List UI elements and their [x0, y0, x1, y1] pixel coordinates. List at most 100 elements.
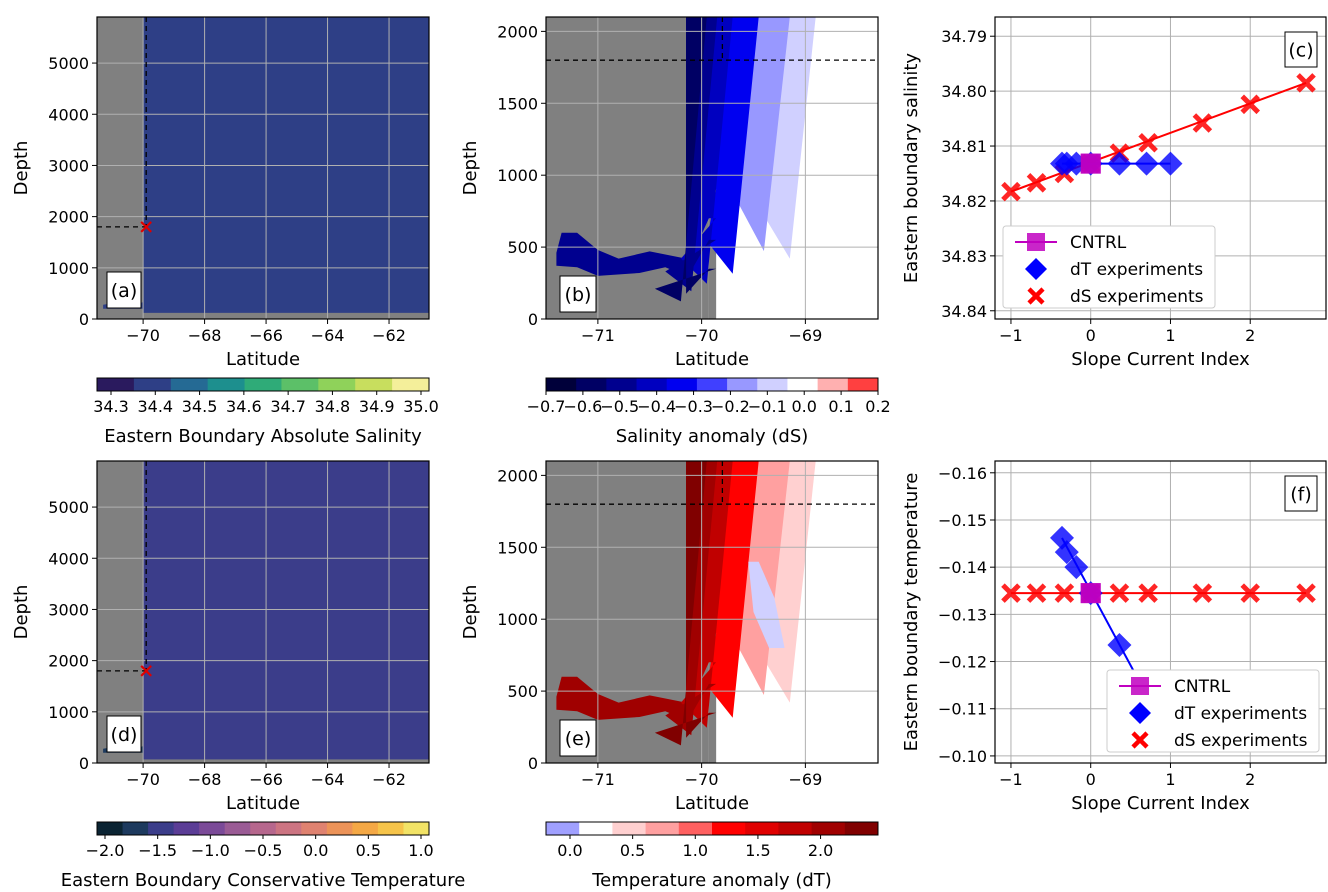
colorbar-tick-label: −2.0: [86, 841, 125, 860]
data-point-x: [1192, 583, 1213, 603]
colorbar-swatch: [133, 378, 172, 391]
panel-label-box: [106, 715, 142, 753]
colorbar-swatch: [352, 822, 379, 835]
legend-label: dT experiments: [1174, 704, 1307, 724]
salinity-surface-fresh: [143, 17, 429, 313]
colorbar-tick-label: −0.1: [748, 397, 787, 416]
y-tick-label: 34.81: [941, 137, 987, 156]
y-tick-label: 0: [528, 310, 538, 329]
y-tick-label: −0.12: [938, 653, 987, 672]
colorbar-swatch: [645, 822, 680, 835]
data-point-diamond: [1158, 151, 1183, 176]
colorbar-tick-label: 0.0: [791, 397, 816, 416]
y-tick-label: 1000: [497, 610, 538, 629]
colorbar-label: Eastern Boundary Conservative Temperatur…: [61, 870, 466, 891]
data-point-x: [1054, 583, 1075, 603]
x-axis-label: Latitude: [226, 349, 300, 370]
data-point-x: [1138, 132, 1158, 153]
colorbar-tick-label: 1.0: [683, 841, 708, 860]
data-point-diamond: [1054, 540, 1079, 565]
x-tick-label: −1: [999, 770, 1023, 789]
legend-box: [1002, 225, 1216, 309]
colorbar-swatch: [355, 378, 393, 391]
y-tick-label: 34.79: [941, 27, 987, 46]
data-point-diamond: [1134, 151, 1159, 176]
x-tick-label: −62: [372, 770, 406, 789]
y-tick-label: 2000: [48, 208, 89, 227]
panel-label: (e): [565, 728, 592, 750]
panel-label: (a): [111, 280, 137, 302]
data-point-x: [1109, 583, 1130, 603]
anomaly-shelf-pocket: [556, 676, 687, 720]
x-tick-label: 1: [1165, 326, 1175, 345]
panel-c: −1 0 1 2 34.79 34.80 34.81 34.82 34.83 34.84 Slope…: [901, 16, 1327, 370]
colorbar-tick-label: 1.5: [745, 841, 770, 860]
x-tick-label: −68: [188, 326, 222, 345]
colorbar-swatch: [326, 822, 353, 835]
x-tick-label: −70: [685, 326, 719, 345]
x-tick-label: −64: [311, 770, 345, 789]
colorbar-tick-label: 1.0: [408, 841, 433, 860]
colorbar-swatch: [678, 822, 713, 835]
legend-diamond: [1129, 702, 1151, 724]
plot-frame: [545, 16, 879, 320]
colorbar-swatch: [847, 378, 879, 391]
y-tick-label: 2000: [497, 466, 538, 485]
cntrl-point: [1080, 583, 1101, 604]
colorbar-tick-label: −0.6: [563, 397, 602, 416]
x-axis-label: Latitude: [226, 793, 300, 814]
y-tick-label: 4000: [48, 549, 89, 568]
colorbar-tick-label: 0.5: [356, 841, 381, 860]
x-tick-label: −70: [126, 326, 160, 345]
legend-x: [1131, 731, 1149, 749]
y-tick-label: −0.14: [938, 558, 987, 577]
y-axis-label: Depth: [460, 585, 481, 640]
panel-f: −1 0 1 2 −0.16 −0.15 −0.14 −0.13 −0.12 −0.11 −0.10…: [901, 460, 1327, 814]
colorbar-tick-label: −0.4: [637, 397, 676, 416]
colorbar-swatch: [170, 378, 209, 391]
y-tick-label: 3000: [48, 156, 89, 175]
colorbar-tick-label: 0.2: [865, 397, 890, 416]
marker-cross: [140, 665, 152, 677]
colorbar-swatch: [97, 822, 124, 835]
y-tick-label: 1000: [48, 259, 89, 278]
y-tick-label: 1500: [497, 538, 538, 557]
data-point-diamond: [1107, 151, 1132, 176]
colorbar-swatch: [757, 378, 788, 391]
panel-a-field: [97, 17, 429, 319]
colorbar-swatch: [392, 378, 430, 391]
x-tick-label: −66: [249, 770, 283, 789]
colorbar-label: Salinity anomaly (dS): [616, 426, 809, 447]
legend-square: [1027, 233, 1045, 251]
y-tick-label: 34.84: [941, 302, 987, 321]
panel-label: (c): [1288, 40, 1313, 62]
panel-label-box: [1284, 31, 1318, 68]
y-tick-label: 34.82: [941, 192, 987, 211]
y-tick-label: 2000: [497, 22, 538, 41]
colorbar-swatch: [546, 378, 577, 391]
colorbar-tick-label: −0.7: [527, 397, 566, 416]
plot-frame: [96, 16, 430, 320]
colorbar-swatch: [745, 822, 779, 835]
y-tick-label: 34.80: [941, 82, 987, 101]
y-tick-label: −0.16: [938, 464, 987, 483]
data-point-x: [1138, 583, 1158, 603]
x-tick-label: −70: [685, 770, 719, 789]
x-tick-label: 2: [1245, 770, 1255, 789]
temperature-surface-cold: [143, 461, 429, 760]
panel-label-box: [559, 719, 597, 757]
series-line: [1010, 81, 1307, 193]
x-axis-label: Slope Current Index: [1071, 349, 1250, 370]
x-tick-label: −66: [249, 326, 283, 345]
y-tick-label: 0: [79, 754, 89, 773]
colorbar-swatch: [546, 822, 580, 835]
y-axis-label: Depth: [460, 141, 481, 196]
cntrl-point: [1080, 153, 1101, 174]
colorbar-tick-label: −0.2: [711, 397, 750, 416]
colorbar-swatch: [207, 378, 246, 391]
x-tick-label: −62: [372, 326, 406, 345]
x-axis-label: Latitude: [675, 349, 749, 370]
panel-e-field: [546, 461, 878, 763]
y-tick-label: 3000: [48, 600, 89, 619]
